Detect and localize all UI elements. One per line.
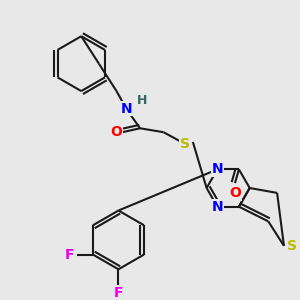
Text: H: H — [137, 94, 147, 107]
Text: N: N — [212, 200, 223, 214]
Text: S: S — [180, 137, 190, 151]
Text: F: F — [114, 286, 123, 300]
Text: N: N — [212, 162, 223, 176]
Text: S: S — [287, 239, 297, 253]
Text: O: O — [229, 186, 241, 200]
Text: N: N — [121, 102, 132, 116]
Text: O: O — [111, 125, 122, 139]
Text: F: F — [65, 248, 74, 262]
